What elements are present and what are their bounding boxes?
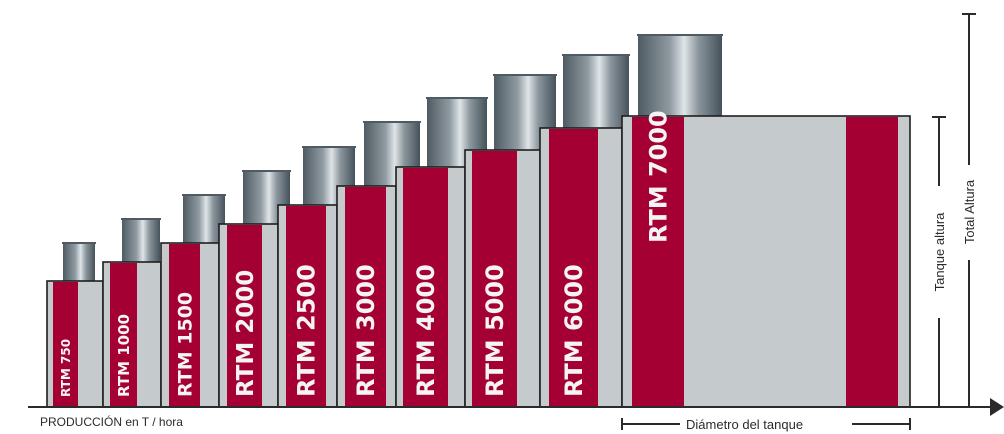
tank-model-label: RTM 2000 bbox=[233, 270, 259, 397]
tank-7: RTM 4000 bbox=[395, 97, 488, 408]
tank-band bbox=[286, 206, 326, 406]
tank-model-label: RTM 1000 bbox=[115, 314, 133, 397]
diameter-label: Diámetro del tanque bbox=[686, 417, 803, 432]
tank-2: RTM 1000 bbox=[102, 218, 162, 408]
tank-band bbox=[169, 244, 200, 406]
tank-model-label: RTM 750 bbox=[59, 339, 73, 397]
tank-band bbox=[472, 151, 517, 406]
tank-band bbox=[549, 129, 598, 406]
tank-band bbox=[403, 168, 448, 406]
tank-8: RTM 5000 bbox=[464, 74, 557, 408]
tank-model-label: RTM 6000 bbox=[560, 264, 588, 397]
tank-band-right bbox=[846, 117, 898, 406]
tank-cylinder bbox=[183, 195, 225, 245]
production-axis-arrow bbox=[990, 398, 1004, 416]
tank-10: RTM 7000 bbox=[621, 34, 911, 408]
tank-model-label: RTM 2500 bbox=[293, 264, 321, 397]
tank-cylinder bbox=[122, 219, 160, 264]
tank-9: RTM 6000 bbox=[539, 54, 630, 408]
tank-band bbox=[632, 117, 684, 406]
tank-model-label: RTM 7000 bbox=[645, 110, 673, 243]
tank-cylinder bbox=[63, 243, 95, 283]
tank-band bbox=[345, 187, 386, 406]
tank-4: RTM 2000 bbox=[218, 170, 291, 408]
x-axis-label: PRODUCCIÓN en T / hora bbox=[40, 414, 183, 429]
tank-band bbox=[110, 263, 137, 406]
tank-model-label: RTM 5000 bbox=[481, 264, 509, 397]
tank-3: RTM 1500 bbox=[160, 194, 226, 408]
tank-model-label: RTM 3000 bbox=[352, 264, 380, 397]
tanks-group: RTM 750 RTM 1000 RTM 1500 RTM 2000 RTM 2500 R… bbox=[46, 34, 911, 408]
tank-cylinder bbox=[638, 35, 722, 118]
tank-model-label: RTM 4000 bbox=[412, 264, 440, 397]
tank-band bbox=[53, 282, 78, 406]
tank-1: RTM 750 bbox=[46, 242, 104, 408]
tank-band bbox=[227, 225, 262, 406]
tank-model-label: RTM 1500 bbox=[174, 292, 196, 397]
tank-height-label: Tanque altura bbox=[932, 212, 947, 292]
total-height-label: Total Altura bbox=[962, 179, 977, 244]
tank-cylinder bbox=[563, 55, 629, 130]
